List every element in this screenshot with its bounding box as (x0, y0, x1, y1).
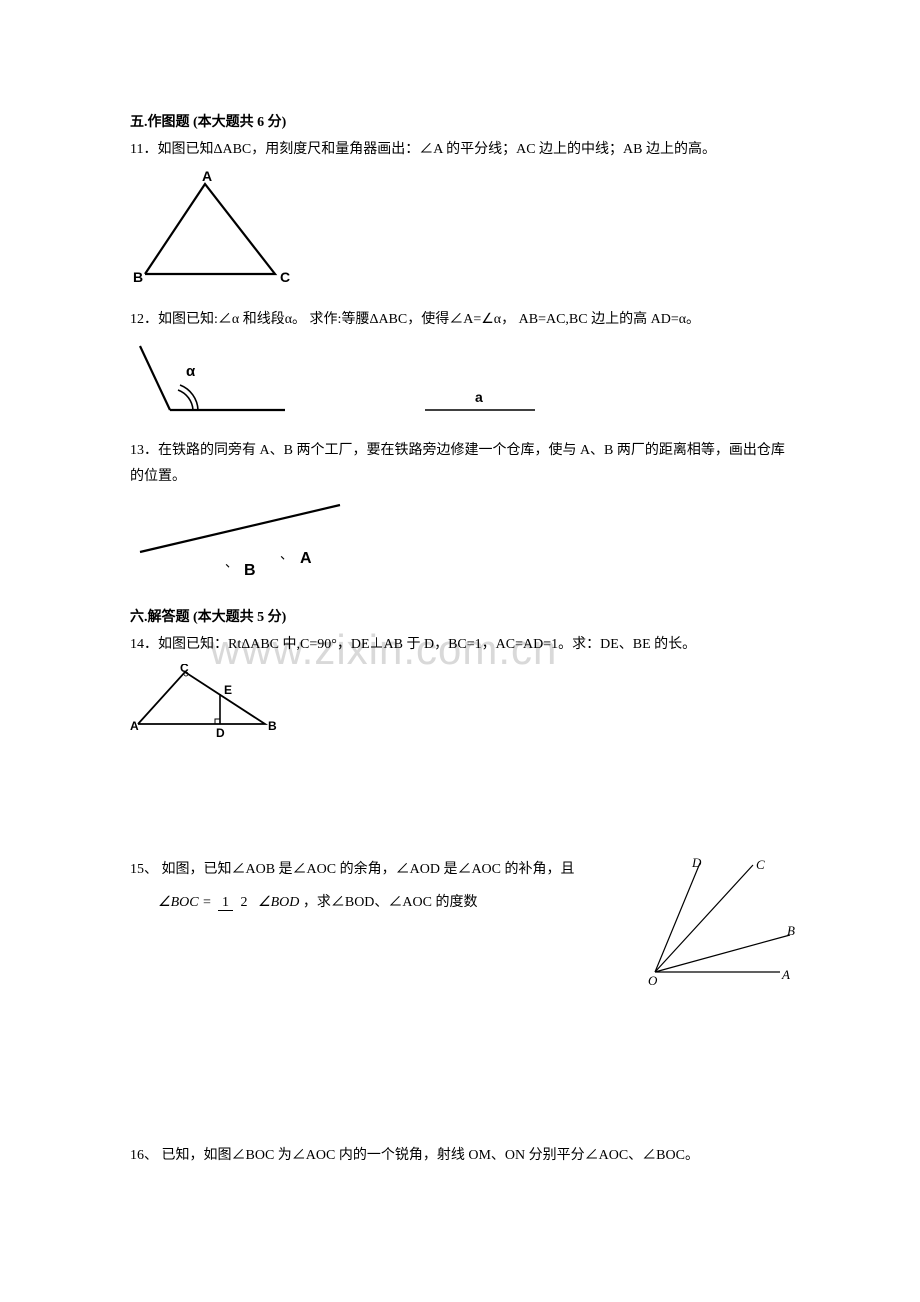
q15-rhs-angle: BOD (271, 895, 300, 910)
q12-text: 12．如图已知:∠α 和线段α。 求作:等腰ΔABC，使得∠A=∠α， AB=A… (130, 307, 795, 334)
q15-figure: A O B C D (640, 857, 795, 998)
q15-text-pre: 15、 如图，已知∠AOB 是∠AOC 的余角，∠AOD 是∠AOC 的补角，且 (130, 857, 620, 884)
svg-text:、: 、 (225, 555, 238, 570)
q15-frac-num: 1 (218, 895, 233, 911)
q12-label-alpha: α (186, 363, 196, 380)
q14-label-E: E (224, 683, 232, 697)
q12-figures: α a (130, 340, 795, 420)
q14-label-B: B (268, 719, 277, 733)
q16-text: 16、 已知，如图∠BOC 为∠AOC 内的一个锐角，射线 OM、ON 分别平分… (130, 1143, 795, 1170)
q15-block: 15、 如图，已知∠AOB 是∠AOC 的余角，∠AOD 是∠AOC 的补角，且… (130, 857, 795, 998)
q14-figure: C A B D E (130, 664, 795, 739)
q12-label-a: a (475, 389, 483, 405)
q14-label-A: A (130, 719, 139, 733)
fraction-icon: 1 2 (218, 896, 252, 910)
q11-figure: A B C (130, 169, 795, 289)
q11-text: 11．如图已知ΔABC，用刻度尺和量角器画出：∠A 的平分线；AC 边上的中线；… (130, 137, 795, 164)
q15-label-O: O (648, 973, 658, 987)
q14-text: 14．如图已知：RtΔABC 中,C=90°，DE⊥AB 于 D，BC=1，AC… (130, 632, 795, 659)
section5-title: 五.作图题 (本大题共 6 分) (130, 110, 795, 137)
q11-label-C: C (280, 269, 290, 285)
q11-label-A: A (202, 169, 212, 184)
q15-label-A: A (781, 967, 790, 982)
q15-frac-den: 2 (237, 895, 252, 910)
q15-label-B: B (787, 923, 795, 938)
section6-title: 六.解答题 (本大题共 5 分) (130, 605, 795, 632)
q13-figure: 、 、 B A (130, 497, 795, 587)
q13-text: 13．在铁路的同旁有 A、B 两个工厂，要在铁路旁边修建一个仓库，使与 A、B … (130, 438, 795, 491)
svg-text:、: 、 (280, 547, 293, 562)
q13-label-A: A (300, 550, 312, 567)
q13-label-B: B (244, 562, 256, 579)
q12-segment-figure: a (420, 380, 540, 420)
q15-text-post: ，求∠BOD、∠AOC 的度数 (303, 895, 478, 910)
q15-label-C: C (756, 857, 765, 872)
q15-lhs-angle: BOC (171, 895, 199, 910)
q15-label-D: D (691, 857, 702, 870)
q11-label-B: B (133, 269, 143, 285)
q14-label-D: D (216, 726, 225, 739)
q15-formula-line: ∠BOC = 1 2 ∠BOD ，求∠BOD、∠AOC 的度数 (130, 890, 620, 917)
q12-angle-figure: α (130, 340, 290, 420)
page-content: 五.作图题 (本大题共 6 分) 11．如图已知ΔABC，用刻度尺和量角器画出：… (130, 110, 795, 1169)
